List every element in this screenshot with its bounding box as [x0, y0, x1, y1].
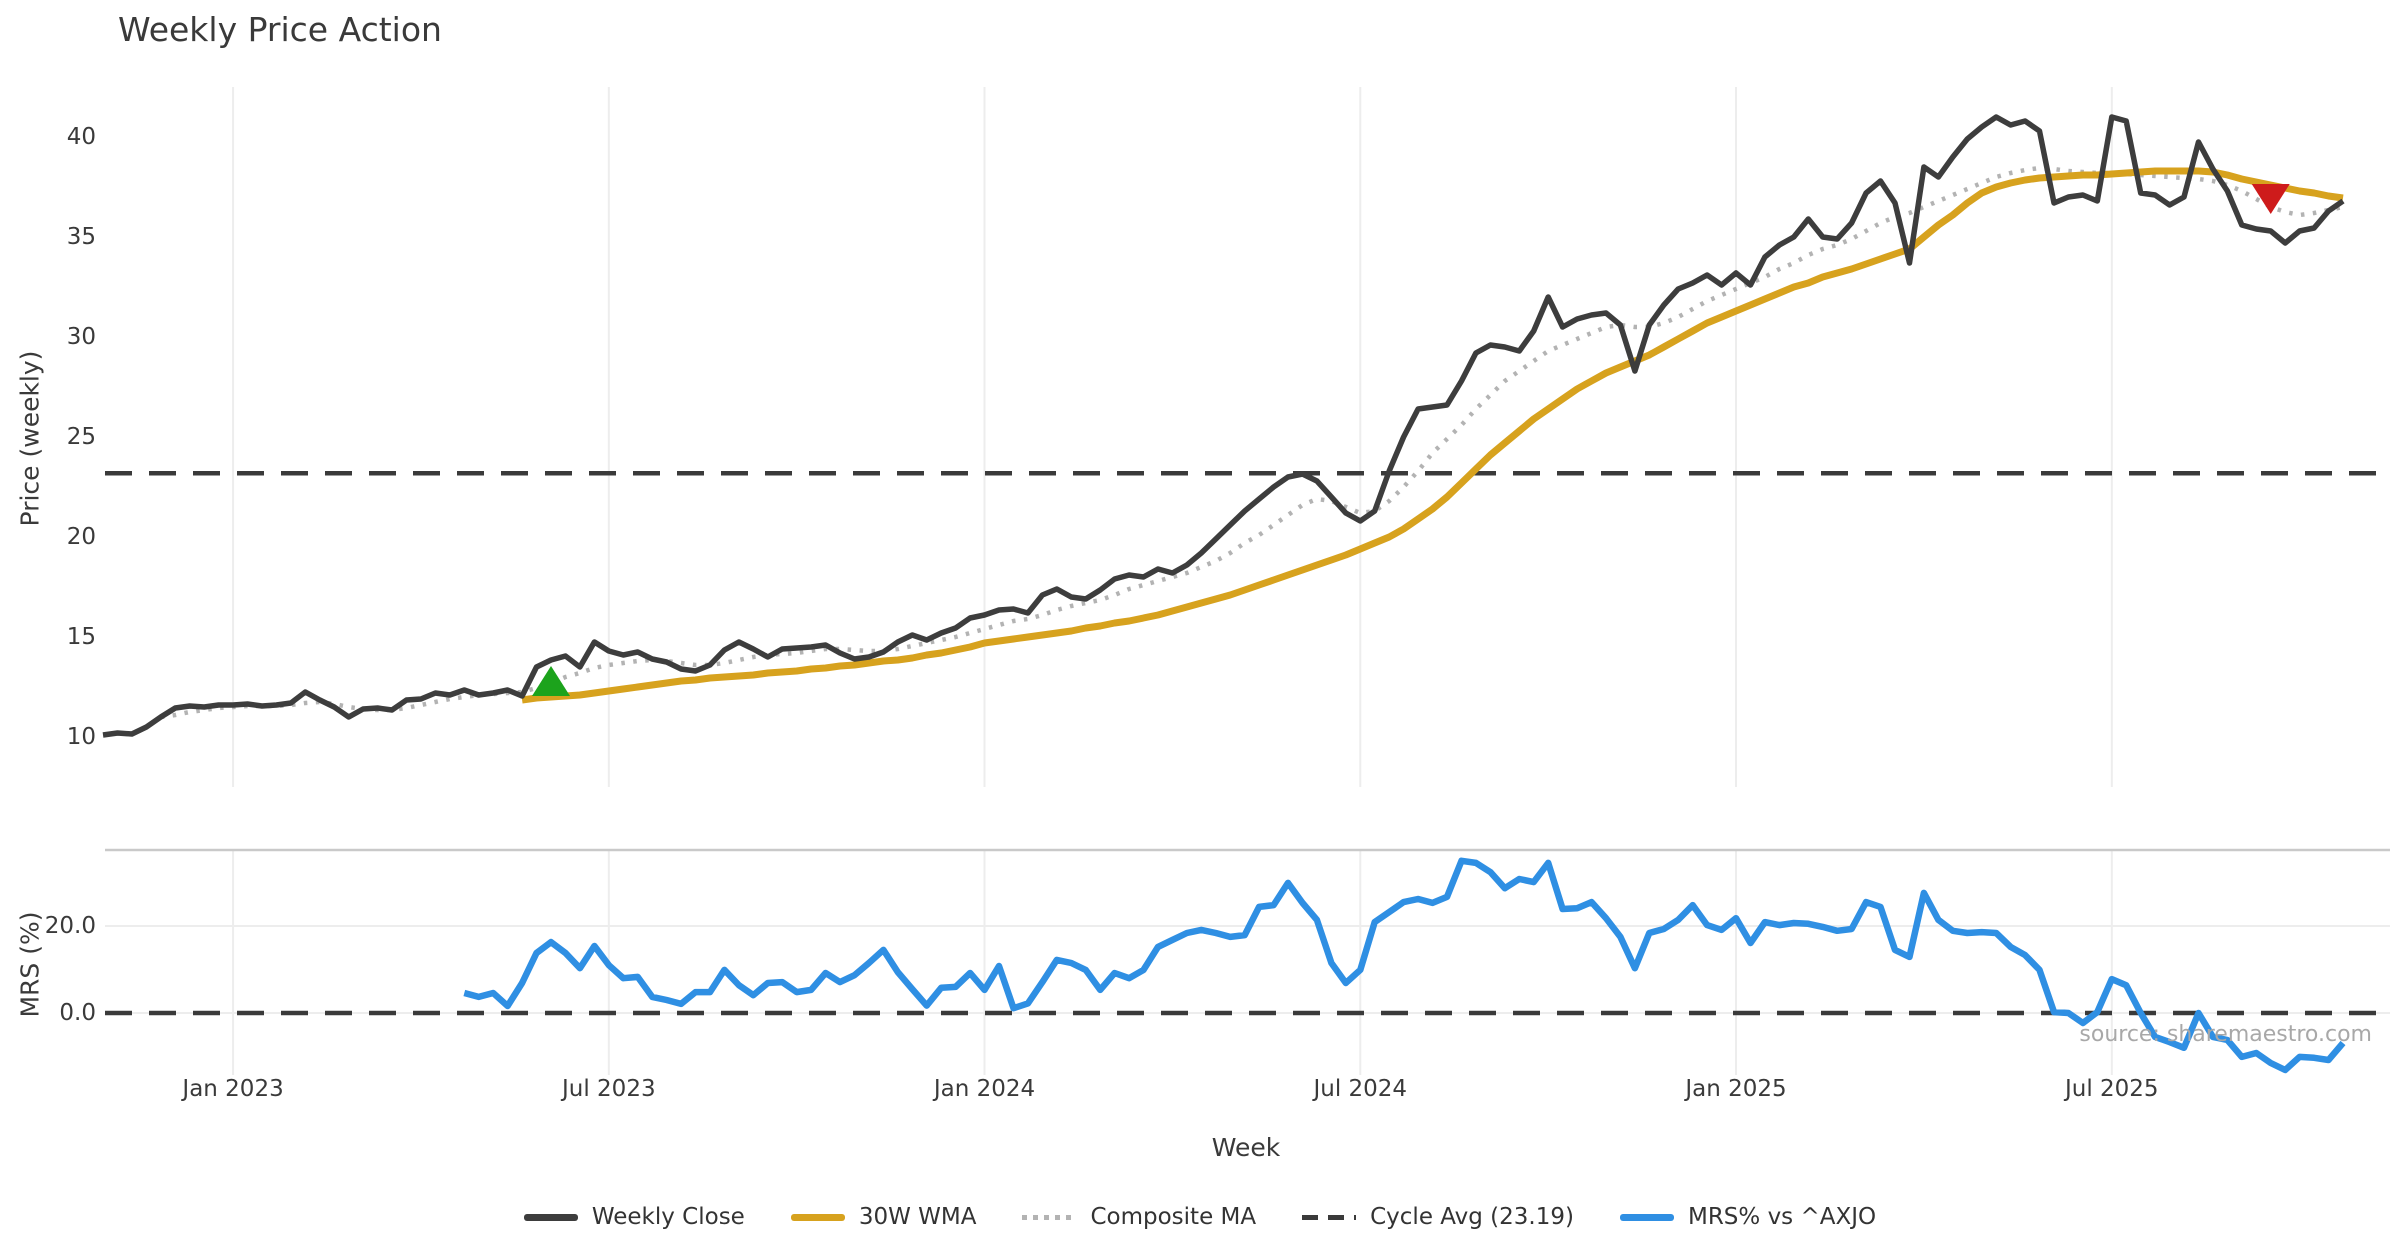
legend-item: Cycle Avg (23.19)	[1302, 1204, 1574, 1230]
chart-title: Weekly Price Action	[118, 10, 442, 49]
mrs-axis-label: MRS (%)	[15, 911, 45, 1018]
legend-label: Cycle Avg (23.19)	[1370, 1204, 1574, 1230]
buy-signal-marker	[532, 666, 570, 696]
weekly-close-line	[102, 114, 2345, 738]
mrs-y-tick: 0.0	[59, 1000, 96, 1026]
x-tick: Jan 2023	[182, 1076, 284, 1102]
x-tick: Jul 2025	[2064, 1076, 2159, 1102]
x-tick: Jan 2025	[1685, 1076, 1787, 1102]
mrs-y-tick: 20.0	[44, 913, 96, 939]
price-y-tick: 25	[66, 424, 96, 450]
price-y-tick: 15	[66, 624, 96, 650]
legend-swatch-solid-line	[790, 1213, 845, 1221]
price-y-tick: 10	[66, 724, 96, 750]
legend-item: 30W WMA	[790, 1204, 977, 1230]
source-note: source: sharemaestro.com	[2079, 1022, 2372, 1047]
legend-swatch-dashed-line	[1302, 1214, 1357, 1220]
price-y-tick: 30	[66, 324, 96, 350]
legend-swatch-solid-line	[1619, 1213, 1674, 1221]
legend-label: 30W WMA	[858, 1204, 977, 1230]
legend-label: Composite MA	[1090, 1204, 1257, 1230]
legend-label: Weekly Close	[591, 1204, 745, 1230]
legend-item: MRS% vs ^AXJO	[1619, 1204, 1877, 1230]
sell-signal-marker	[2251, 184, 2290, 214]
legend-label: MRS% vs ^AXJO	[1687, 1204, 1877, 1230]
x-tick: Jan 2024	[933, 1076, 1036, 1102]
chart-legend: Weekly Close 30W WMA Composite MA Cycle Avg…	[0, 1204, 2400, 1230]
price-y-tick: 40	[66, 124, 96, 150]
x-axis-label: Week	[1211, 1133, 1281, 1162]
legend-swatch-dotted-line	[1022, 1214, 1077, 1220]
legend-item: Composite MA	[1022, 1204, 1256, 1230]
x-tick: Jul 2024	[1313, 1076, 1408, 1102]
price-y-tick: 20	[66, 524, 96, 550]
mrs-line	[463, 857, 2346, 1074]
legend-swatch-solid-line	[523, 1213, 578, 1221]
composite-ma-line	[160, 165, 2344, 720]
wma-30w-line	[521, 167, 2344, 704]
price-y-tick: 35	[66, 224, 96, 250]
x-tick: Jul 2023	[561, 1076, 656, 1102]
legend-item: Weekly Close	[523, 1204, 745, 1230]
